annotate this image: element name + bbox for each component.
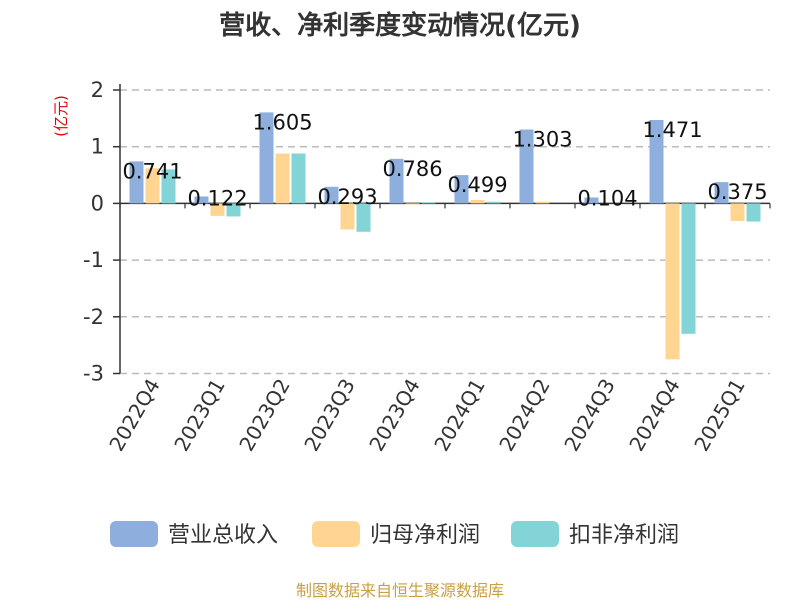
bar-revenue	[714, 182, 729, 204]
x-tick-label: 2024Q3	[559, 375, 619, 456]
y-axis: 2 1 0 -1 -2 -3	[83, 78, 121, 386]
y-tick-label: -2	[83, 305, 104, 329]
bar-deducted-profit	[226, 203, 241, 217]
source-note: 制图数据来自恒生聚源数据库	[296, 581, 504, 600]
legend-swatch	[511, 521, 559, 547]
data-label: 0.499	[447, 173, 507, 197]
bar-deducted-profit	[421, 202, 436, 204]
y-tick-label: 0	[91, 191, 104, 215]
x-tick-label: 2025Q1	[689, 375, 749, 456]
bar-net-profit	[275, 153, 290, 204]
x-tick-label: 2023Q4	[364, 375, 424, 456]
bar-deducted-profit	[746, 203, 761, 222]
x-tick-label: 2023Q3	[299, 375, 359, 456]
x-tick-label: 2024Q4	[624, 375, 684, 456]
bar-revenue	[584, 197, 599, 204]
x-tick-label: 2024Q2	[494, 375, 554, 456]
bar-net-profit	[405, 203, 420, 205]
data-label: 1.605	[252, 110, 312, 134]
bar-deducted-profit	[161, 169, 176, 204]
y-tick-label: -3	[83, 362, 104, 386]
bar-revenue	[259, 112, 274, 204]
data-label: 0.741	[122, 159, 182, 183]
bar-net-profit	[535, 201, 550, 204]
legend-label: 营业总收入	[168, 523, 278, 548]
legend-label: 扣非净利润	[569, 523, 679, 548]
legend-label: 归母净利润	[370, 523, 480, 548]
data-label: 0.293	[317, 185, 377, 209]
bar-net-profit	[470, 199, 485, 204]
y-tick-label: 2	[91, 78, 104, 102]
bar-revenue	[519, 129, 534, 204]
bar-net-profit	[340, 203, 355, 230]
data-label: 0.122	[187, 186, 247, 210]
bar-revenue	[454, 175, 469, 204]
bar-revenue	[649, 119, 664, 204]
x-tick-label: 2024Q1	[429, 375, 489, 456]
bar-net-profit	[665, 203, 680, 360]
bar-net-profit	[210, 203, 225, 216]
bars	[129, 112, 761, 360]
chart-title: 营收、净利季度变动情况(亿元)	[219, 10, 581, 41]
bar-revenue	[129, 161, 144, 204]
bar-deducted-profit	[486, 201, 501, 204]
y-tick-label: -1	[83, 248, 104, 272]
data-label: 1.471	[642, 118, 702, 142]
legend: 营业总收入 归母净利润 扣非净利润	[110, 521, 679, 548]
y-axis-unit: (亿元)	[52, 95, 70, 137]
x-tick-label: 2023Q1	[169, 375, 229, 456]
bar-deducted-profit	[681, 203, 696, 334]
bar-revenue	[389, 158, 404, 204]
bar-net-profit	[730, 203, 745, 221]
bar-revenue	[324, 186, 339, 204]
data-label: 0.104	[577, 186, 637, 210]
legend-swatch	[312, 521, 360, 547]
data-label: 1.303	[512, 128, 572, 152]
data-label: 0.786	[382, 157, 442, 181]
legend-swatch	[110, 521, 158, 547]
bar-revenue	[194, 196, 209, 204]
bar-net-profit	[145, 168, 160, 204]
y-tick-label: 1	[91, 135, 104, 159]
bar-deducted-profit	[291, 153, 306, 204]
bar-deducted-profit	[356, 203, 371, 232]
x-tick-label: 2022Q4	[104, 375, 164, 456]
data-label: 0.375	[707, 180, 767, 204]
x-tick-label: 2023Q2	[234, 375, 294, 456]
